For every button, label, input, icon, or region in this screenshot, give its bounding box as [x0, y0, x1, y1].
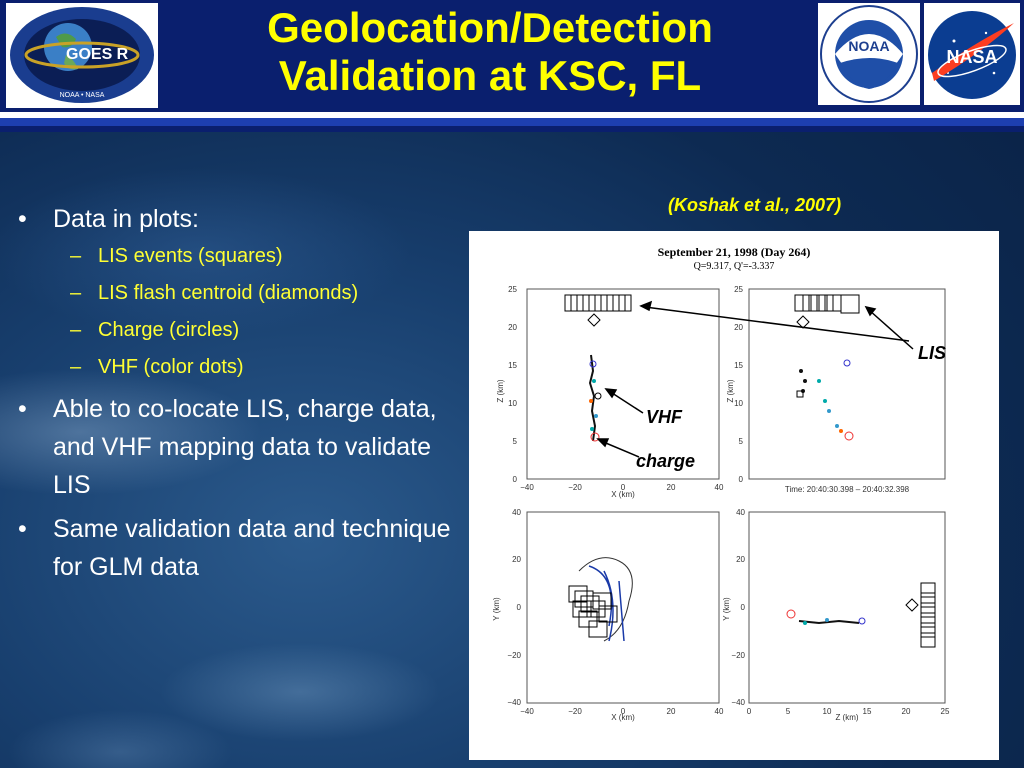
bl-xlabel: X (km) — [611, 713, 635, 722]
bl-ylabel: Y (km) — [492, 597, 501, 621]
bl-ytick: 20 — [512, 555, 521, 564]
bl-xtick: 40 — [715, 707, 724, 716]
tl-ytick: 10 — [508, 399, 517, 408]
figure-plots: 0 5 10 15 20 25 −40 −20 0 20 40 X (km) Z… — [492, 285, 950, 722]
bl-xtick: 0 — [621, 707, 626, 716]
tr-ytick: 0 — [739, 475, 744, 484]
header-divider-dark — [0, 126, 1024, 132]
tl-xtick: 0 — [621, 483, 626, 492]
br-xtick: 25 — [941, 707, 950, 716]
bl-xtick: −40 — [520, 707, 534, 716]
sub-bullet-item: – LIS events (squares) — [70, 245, 283, 267]
bl-ytick: −40 — [507, 698, 521, 707]
bullet-list: • Data in plots: – LIS events (squares) – L… — [18, 200, 463, 586]
tr-ytick: 15 — [734, 361, 743, 370]
validation-figure: September 21, 1998 (Day 264) Q=9.317, Q'… — [469, 231, 999, 760]
br-ylabel: Y (km) — [722, 597, 731, 621]
panel-yz — [748, 288, 946, 480]
br-xtick: 0 — [747, 707, 752, 716]
nasa-logo-text: NASA — [946, 47, 997, 67]
lis-events-br — [786, 582, 936, 648]
noaa-logo: NOAA — [818, 3, 920, 105]
lis-events-tr — [794, 294, 860, 329]
slide-title: Geolocation/Detection Validation at KSC,… — [180, 4, 800, 100]
bl-ytick: 0 — [517, 603, 522, 612]
lis-events-tl — [564, 294, 632, 327]
tl-ytick: 15 — [508, 361, 517, 370]
br-xtick: 15 — [863, 707, 872, 716]
tl-xtick: −20 — [568, 483, 582, 492]
figure-time: Time: 20:40:30.398 – 20:40:32.398 — [785, 485, 910, 494]
tl-ytick: 20 — [508, 323, 517, 332]
bl-ytick: 40 — [512, 508, 521, 517]
br-ytick: 40 — [736, 508, 745, 517]
panel-xz — [526, 288, 720, 480]
sub-bullet-text: LIS flash centroid (diamonds) — [98, 282, 359, 304]
sub-bullet-item: – Charge (circles) — [70, 319, 240, 341]
tl-ytick: 0 — [513, 475, 518, 484]
sub-bullet-item: – LIS flash centroid (diamonds) — [70, 282, 359, 304]
br-xtick: 10 — [823, 707, 832, 716]
br-ytick: 20 — [736, 555, 745, 564]
tl-xtick: 20 — [667, 483, 676, 492]
annotation-arrows — [596, 300, 914, 458]
figure-title: September 21, 1998 (Day 264) — [657, 245, 811, 259]
br-ytick: −20 — [731, 651, 745, 660]
sub-bullet-text: VHF (color dots) — [98, 356, 244, 378]
annotation-charge: charge — [636, 451, 695, 471]
lis-centroid-tl — [587, 313, 601, 327]
br-xtick: 5 — [786, 707, 791, 716]
bl-ytick: −20 — [507, 651, 521, 660]
tl-ytick: 25 — [508, 285, 517, 294]
tr-ylabel: Z (km) — [726, 379, 735, 402]
br-xlabel: Z (km) — [835, 713, 858, 722]
citation: (Koshak et al., 2007) — [668, 195, 842, 215]
tr-ytick: 5 — [739, 437, 744, 446]
tr-ytick: 10 — [734, 399, 743, 408]
tl-xlabel: X (km) — [611, 490, 635, 499]
goes-logo-bottom-text: NOAA • NASA — [60, 92, 105, 99]
figure-subtitle: Q=9.317, Q'=-3.337 — [693, 261, 775, 272]
bullet-item: • Data in plots: — [18, 205, 199, 233]
header-divider-blue — [0, 118, 1024, 126]
tr-ytick: 25 — [734, 285, 743, 294]
bullet-text: Data in plots: — [53, 205, 199, 233]
bullet-item: • Same validation data and technique for … — [18, 515, 451, 581]
sub-bullet-text: LIS events (squares) — [98, 245, 283, 267]
panel-zy — [748, 511, 946, 704]
br-xtick: 20 — [902, 707, 911, 716]
noaa-logo-text: NOAA — [848, 38, 889, 54]
bullet-text: Able to co-locate LIS, charge data, and … — [53, 395, 437, 499]
sub-bullet-text: Charge (circles) — [98, 319, 240, 341]
tr-ytick: 20 — [734, 323, 743, 332]
goes-logo-text: GOES R — [66, 46, 129, 63]
br-ytick: 0 — [741, 603, 746, 612]
annotation-lis: LIS — [918, 343, 946, 363]
sub-bullet-item: – VHF (color dots) — [70, 356, 244, 378]
nasa-logo: NASA — [924, 3, 1020, 105]
bullet-item: • Able to co-locate LIS, charge data, and… — [18, 395, 437, 499]
bl-xtick: 20 — [667, 707, 676, 716]
title-line-1: Geolocation/Detection — [267, 4, 713, 51]
tl-ylabel: Z (km) — [496, 379, 505, 402]
annotation-vhf: VHF — [646, 407, 683, 427]
tl-xtick: 40 — [715, 483, 724, 492]
bullet-text: Same validation data and technique for G… — [53, 515, 451, 581]
vhf-points-tr — [796, 359, 854, 441]
tl-ytick: 5 — [513, 437, 518, 446]
vhf-points-tl — [588, 354, 602, 442]
title-line-2: Validation at KSC, FL — [278, 52, 702, 99]
panel-xy — [526, 511, 720, 704]
goes-r-logo: GOES R NOAA • NASA — [6, 3, 158, 108]
header-divider — [0, 112, 1024, 118]
tl-xtick: −40 — [520, 483, 534, 492]
br-ytick: −40 — [731, 698, 745, 707]
bl-xtick: −20 — [568, 707, 582, 716]
lis-events-bl — [568, 557, 633, 642]
